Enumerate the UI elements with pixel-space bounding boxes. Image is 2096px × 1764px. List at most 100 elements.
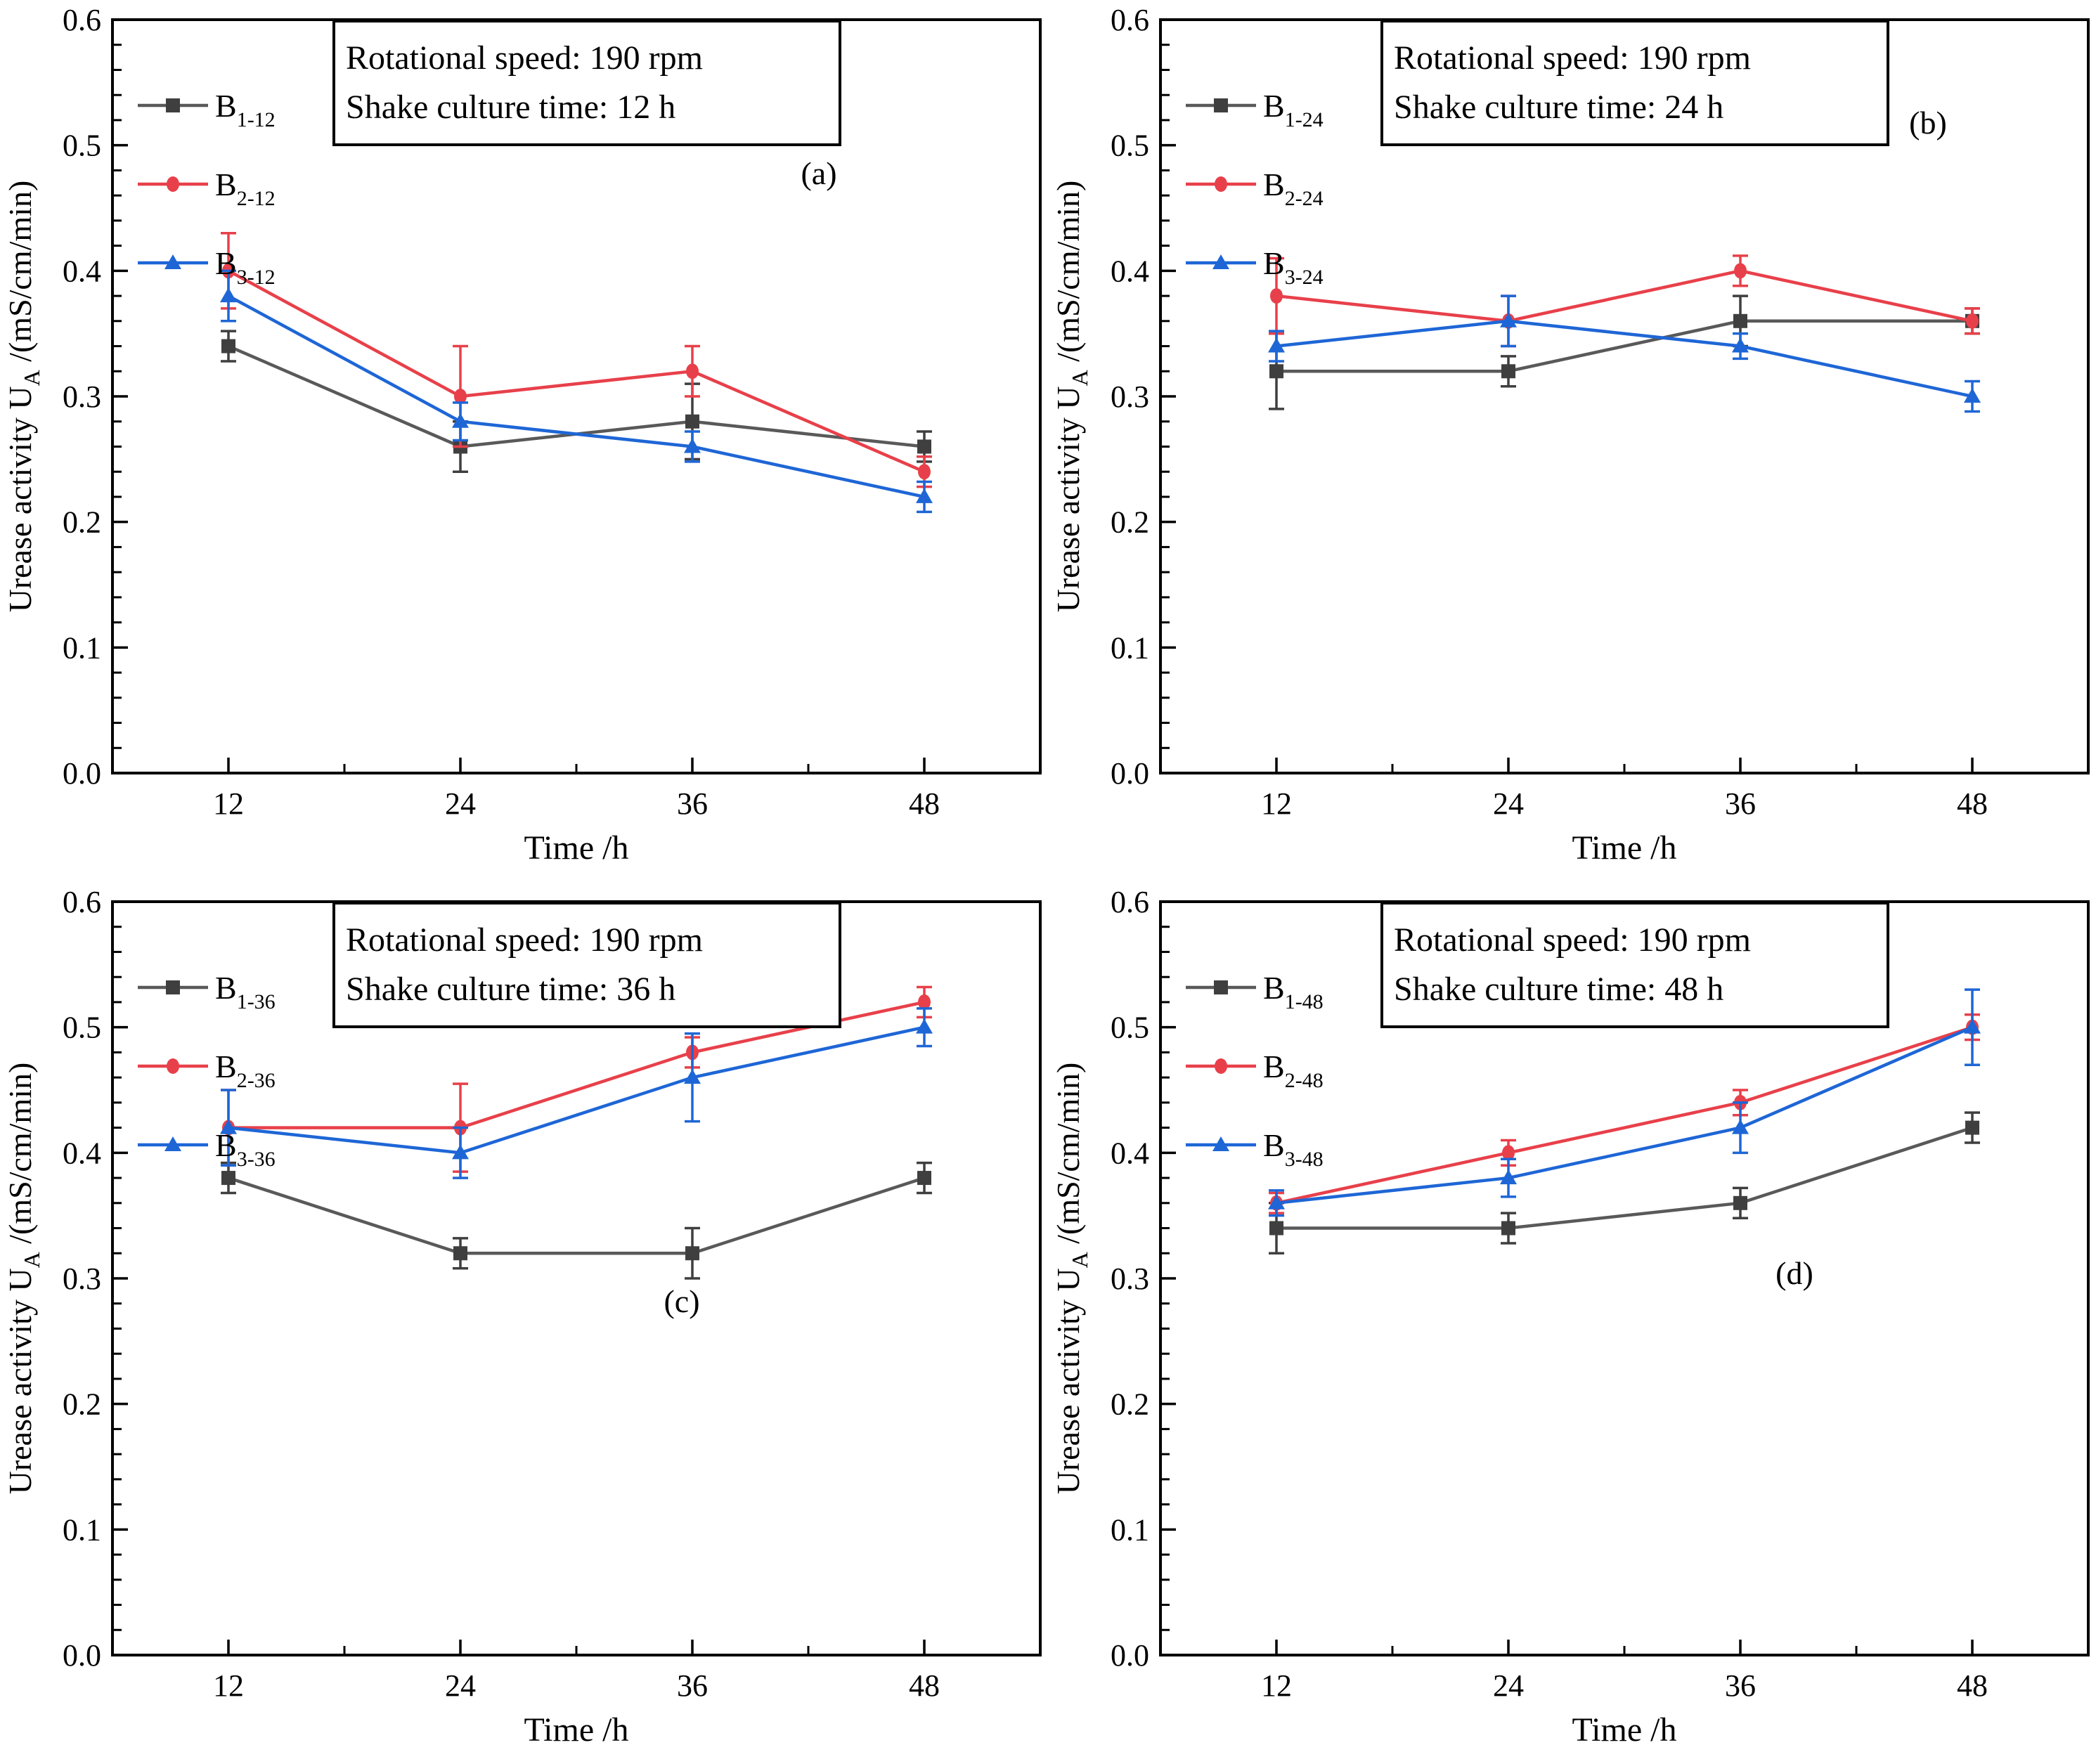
- series-line: [1276, 1126, 1973, 1230]
- data-point-triangle: [452, 413, 469, 428]
- legend-item: B3-48: [1186, 1127, 1324, 1171]
- y-axis-title: Urease activity UA /(mS/cm/min): [1050, 181, 1092, 613]
- y-tick-label: 0.5: [1111, 129, 1149, 163]
- x-tick-label: 36: [1725, 786, 1756, 821]
- legend-label: B1-12: [215, 88, 276, 131]
- x-axis-title: Time /h: [1572, 829, 1677, 867]
- y-tick-label: 0.1: [63, 630, 101, 665]
- annotation-rect: [1380, 902, 1889, 1028]
- series-B1-12: [221, 330, 932, 473]
- data-point-circle: [918, 464, 931, 480]
- x-axis: 12 24 36 48 Time /h: [213, 758, 940, 867]
- data-point-square: [1269, 364, 1283, 379]
- legend-item: B3-12: [138, 245, 276, 289]
- data-point-triangle: [452, 1144, 469, 1160]
- chart-c: 12 24 36 48 Time /h 0.0 0.1 0.2 0.3 0.4 0.5 0.6 Urea…: [2, 885, 1042, 1749]
- y-axis-title: Urease activity UA /(mS/cm/min): [2, 1063, 44, 1495]
- data-point-square: [917, 1171, 931, 1186]
- annotation-rect: [332, 902, 841, 1028]
- data-point-square: [685, 1246, 699, 1261]
- series-line: [1276, 319, 1972, 373]
- data-point-circle: [686, 363, 699, 380]
- legend-item: B2-48: [1186, 1049, 1324, 1092]
- y-tick-label: 0.3: [1111, 380, 1149, 414]
- annotation-box: Rotational speed: 190 rpm Shake culture t…: [332, 902, 841, 1028]
- data-point-circle: [1966, 313, 1979, 329]
- legend: B1-24 B2-24 B3-24: [1186, 88, 1324, 289]
- series-line: [1276, 269, 1973, 323]
- panel-b: 12 24 36 48 Time /h 0.0 0.1 0.2 0.3 0.4 0.5 0.6 Urea…: [1048, 0, 2096, 882]
- y-tick-label: 0.1: [1111, 1512, 1149, 1547]
- data-point-triangle: [164, 1136, 181, 1151]
- x-axis: 12 24 36 48 Time /h: [213, 1640, 940, 1749]
- x-tick-label: 24: [1493, 786, 1524, 821]
- series-B1-36: [221, 1161, 932, 1280]
- y-tick-label: 0.4: [63, 254, 101, 288]
- data-point-circle: [1215, 1058, 1227, 1074]
- data-point-circle: [918, 994, 931, 1010]
- data-point-triangle: [220, 1119, 237, 1134]
- x-axis-title: Time /h: [524, 1711, 629, 1749]
- series-line: [1276, 1025, 1973, 1205]
- legend-label: B1-36: [215, 970, 276, 1013]
- annotation-text: Shake culture time: 36 h: [346, 971, 675, 1008]
- data-point-triangle: [164, 254, 181, 269]
- data-point-triangle: [1212, 254, 1229, 269]
- data-point-triangle: [1732, 1119, 1749, 1134]
- y-tick-label: 0.0: [1111, 756, 1149, 791]
- legend-label: B2-36: [215, 1049, 276, 1092]
- x-tick-label: 36: [677, 1668, 708, 1703]
- data-point-square: [221, 339, 235, 354]
- x-tick-label: 48: [1957, 1668, 1988, 1703]
- x-tick-label: 48: [909, 1668, 940, 1703]
- chart-a: 12 24 36 48 Time /h 0.0 0.1 0.2 0.3 0.4 0.5 0.6 Urea…: [2, 3, 1042, 867]
- data-point-circle: [454, 389, 467, 404]
- y-tick-label: 0.2: [63, 1387, 101, 1422]
- y-tick-label: 0.6: [1111, 885, 1149, 919]
- panel-letter: (b): [1909, 105, 1947, 141]
- y-tick-label: 0.2: [1111, 505, 1149, 540]
- legend-item: B1-24: [1186, 88, 1324, 131]
- annotation-text: Rotational speed: 190 rpm: [346, 39, 703, 77]
- data-point-triangle: [1964, 388, 1981, 403]
- data-point-square: [1733, 1195, 1747, 1210]
- series-line: [227, 294, 925, 499]
- data-point-triangle: [1500, 312, 1517, 327]
- panel-a: 12 24 36 48 Time /h 0.0 0.1 0.2 0.3 0.4 0.5 0.6 Urea…: [0, 0, 1048, 882]
- y-tick-label: 0.4: [1111, 1136, 1149, 1170]
- legend-label: B3-24: [1263, 245, 1324, 289]
- legend-item: B2-12: [138, 167, 276, 210]
- series-line: [1276, 1025, 1973, 1205]
- x-tick-label: 24: [445, 1668, 476, 1703]
- annotation-rect: [1380, 20, 1889, 146]
- chart-b: 12 24 36 48 Time /h 0.0 0.1 0.2 0.3 0.4 0.5 0.6 Urea…: [1050, 3, 2090, 867]
- data-point-square: [1214, 980, 1228, 994]
- legend-label: B3-12: [215, 245, 276, 289]
- y-tick-label: 0.3: [63, 380, 101, 414]
- x-tick-label: 12: [213, 786, 244, 821]
- data-point-circle: [167, 176, 179, 192]
- y-tick-label: 0.1: [63, 1512, 101, 1547]
- series-line: [228, 1025, 925, 1155]
- legend-item: B1-48: [1186, 970, 1324, 1013]
- y-tick-label: 0.1: [1111, 630, 1149, 665]
- y-axis: 0.0 0.1 0.2 0.3 0.4 0.5 0.6 Urease activity UA …: [1050, 885, 1176, 1673]
- data-point-square: [453, 1246, 467, 1261]
- data-point-triangle: [1212, 1136, 1229, 1151]
- y-tick-label: 0.0: [63, 756, 101, 791]
- y-tick-label: 0.0: [1111, 1638, 1149, 1673]
- data-point-square: [1269, 1221, 1283, 1236]
- data-point-triangle: [1268, 1194, 1285, 1209]
- data-point-square: [1501, 364, 1515, 379]
- panel-letter: (a): [801, 155, 836, 191]
- annotation-text: Rotational speed: 190 rpm: [346, 921, 703, 959]
- y-tick-label: 0.5: [63, 1011, 101, 1045]
- x-tick-label: 12: [213, 1668, 244, 1703]
- data-point-triangle: [1500, 1169, 1517, 1185]
- y-tick-label: 0.6: [63, 3, 101, 37]
- data-point-square: [1501, 1221, 1515, 1236]
- y-tick-label: 0.2: [63, 505, 101, 540]
- data-point-triangle: [1268, 337, 1285, 353]
- legend-item: B2-24: [1186, 167, 1324, 210]
- data-point-triangle: [684, 1069, 701, 1084]
